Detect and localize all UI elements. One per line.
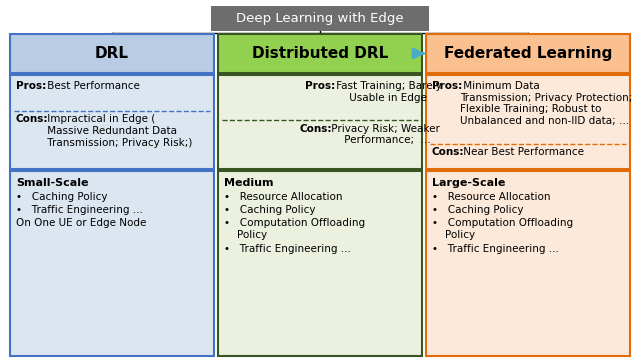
Text: Best Performance: Best Performance — [44, 81, 140, 91]
Text: Medium: Medium — [224, 178, 273, 188]
Bar — [426, 171, 630, 356]
Bar — [218, 34, 422, 73]
Bar — [218, 171, 422, 356]
Text: On One UE or Edge Node: On One UE or Edge Node — [16, 218, 147, 228]
Text: Pros:: Pros: — [16, 81, 46, 91]
Text: Distributed DRL: Distributed DRL — [252, 46, 388, 61]
Text: Federated Learning: Federated Learning — [444, 46, 612, 61]
Text: •   Traffic Engineering ...: • Traffic Engineering ... — [16, 205, 143, 215]
Text: •   Computation Offloading
    Policy: • Computation Offloading Policy — [432, 218, 573, 240]
Text: •   Computation Offloading
    Policy: • Computation Offloading Policy — [224, 218, 365, 240]
Text: Deep Learning with Edge: Deep Learning with Edge — [236, 12, 404, 25]
Text: Minimum Data
Transmission; Privacy Protection;
Flexible Training; Robust to
Unba: Minimum Data Transmission; Privacy Prote… — [460, 81, 632, 126]
Text: •   Caching Policy: • Caching Policy — [224, 205, 316, 215]
Bar — [10, 75, 214, 169]
Text: Cons:: Cons: — [432, 147, 465, 157]
Text: Cons:: Cons: — [16, 115, 49, 124]
Text: Near Best Performance: Near Best Performance — [460, 147, 584, 157]
Text: •   Resource Allocation: • Resource Allocation — [224, 192, 342, 202]
Bar — [426, 34, 630, 73]
Bar — [218, 75, 422, 169]
Text: •   Caching Policy: • Caching Policy — [16, 192, 108, 202]
Text: •   Traffic Engineering ...: • Traffic Engineering ... — [432, 244, 559, 254]
Text: Large-Scale: Large-Scale — [432, 178, 506, 188]
Text: Pros:: Pros: — [305, 81, 335, 91]
Text: •   Caching Policy: • Caching Policy — [432, 205, 524, 215]
Text: Small-Scale: Small-Scale — [16, 178, 88, 188]
Bar — [10, 171, 214, 356]
Text: Impractical in Edge (
 Massive Redundant Data
 Transmission; Privacy Risk;): Impractical in Edge ( Massive Redundant … — [44, 115, 193, 148]
Text: Pros:: Pros: — [432, 81, 462, 91]
Bar — [10, 34, 214, 73]
Bar — [211, 6, 429, 31]
Text: Cons:: Cons: — [300, 124, 333, 134]
Text: •   Resource Allocation: • Resource Allocation — [432, 192, 550, 202]
Text: •   Traffic Engineering ...: • Traffic Engineering ... — [224, 244, 351, 254]
Bar — [426, 75, 630, 169]
Text: Privacy Risk; Weaker
     Performance;  ...: Privacy Risk; Weaker Performance; ... — [328, 124, 440, 146]
Text: DRL: DRL — [95, 46, 129, 61]
Text: Fast Training; Barely
     Usable in Edge: Fast Training; Barely Usable in Edge — [333, 81, 442, 103]
